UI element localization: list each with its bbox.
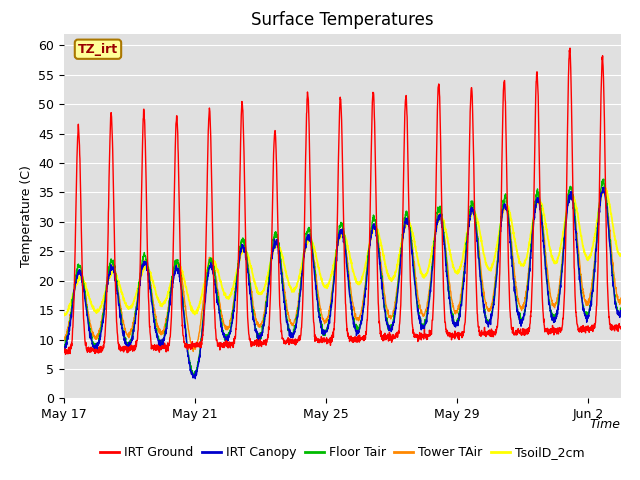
Text: TZ_irt: TZ_irt (78, 43, 118, 56)
Text: Time: Time (590, 419, 621, 432)
Title: Surface Temperatures: Surface Temperatures (251, 11, 434, 29)
Y-axis label: Temperature (C): Temperature (C) (20, 165, 33, 267)
Legend: IRT Ground, IRT Canopy, Floor Tair, Tower TAir, TsoilD_2cm: IRT Ground, IRT Canopy, Floor Tair, Towe… (95, 441, 589, 464)
